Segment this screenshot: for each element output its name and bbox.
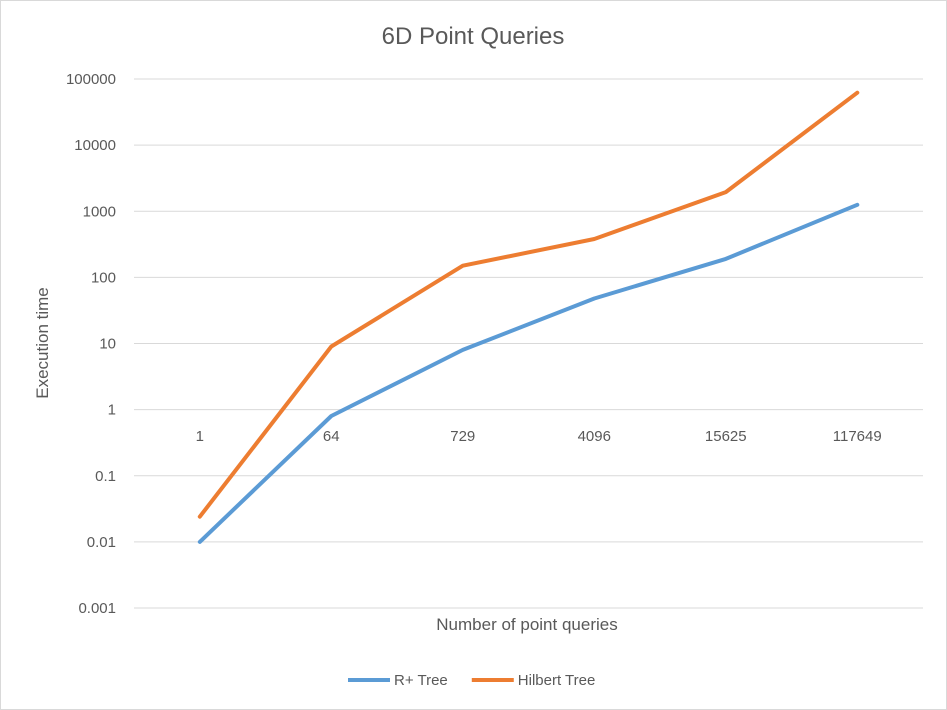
y-tick-label: 1 <box>108 402 116 419</box>
y-axis-tick-labels: 0.001 0.01 0.1 1 10 100 1000 10000 100000 <box>66 71 116 617</box>
legend-label: R+ Tree <box>394 672 448 689</box>
y-tick-label: 0.01 <box>87 534 116 551</box>
series-lines <box>197 90 860 544</box>
x-tick-label: 15625 <box>705 428 747 445</box>
y-tick-label: 0.1 <box>95 468 116 485</box>
legend: R+ Tree Hilbert Tree <box>348 672 595 689</box>
series-line-hilbert-tree <box>197 90 860 519</box>
x-tick-label: 64 <box>323 428 340 445</box>
x-tick-label: 117649 <box>833 428 882 445</box>
gridlines <box>134 78 923 609</box>
y-tick-label: 1000 <box>83 203 116 220</box>
x-axis-tick-labels: 1 64 729 4096 15625 117649 <box>196 428 882 445</box>
legend-label: Hilbert Tree <box>518 672 596 689</box>
y-axis-title: Execution time <box>33 287 52 399</box>
x-axis-title: Number of point queries <box>436 615 617 634</box>
y-tick-label: 10 <box>99 336 116 353</box>
x-tick-label: 4096 <box>578 428 611 445</box>
y-tick-label: 100000 <box>66 71 116 88</box>
series-line-r-tree <box>197 202 860 544</box>
x-tick-label: 1 <box>196 428 204 445</box>
chart-title: 6D Point Queries <box>382 23 565 50</box>
y-tick-label: 10000 <box>74 137 116 154</box>
y-tick-label: 100 <box>91 269 116 286</box>
x-tick-label: 729 <box>450 428 475 445</box>
y-tick-label: 0.001 <box>78 600 116 617</box>
